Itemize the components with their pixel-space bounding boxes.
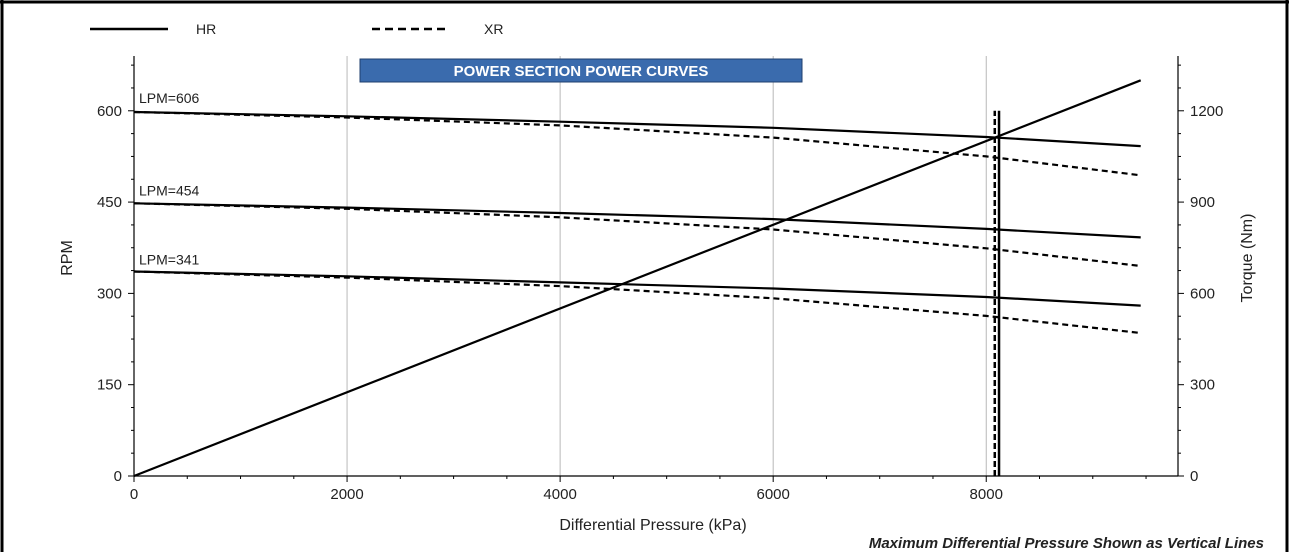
flow-label-1: LPM=454 <box>139 183 200 199</box>
legend-label-hr: HR <box>196 21 216 37</box>
y2-tick-label-0: 0 <box>1190 468 1198 485</box>
series-lpm-454-hr <box>133 202 1141 239</box>
y2-tick-label-2: 600 <box>1190 285 1215 302</box>
y2-tick-label-4: 1200 <box>1190 103 1223 120</box>
flow-label-2: LPM=341 <box>139 251 200 267</box>
x-tick-label-4: 8000 <box>970 486 1003 503</box>
y-tick-label-1: 150 <box>97 377 122 394</box>
y-tick-label-2: 300 <box>97 285 122 302</box>
y-axis-title-right: Torque (Nm) <box>1239 214 1256 303</box>
chart-title: POWER SECTION POWER CURVES <box>454 63 709 80</box>
series-lpm-341-hr <box>133 270 1141 307</box>
y2-tick-label-1: 300 <box>1190 377 1215 394</box>
axis-ticks: 0 2000 4000 6000 800001503004506000300600900… <box>97 64 1223 503</box>
x-tick-label-2: 4000 <box>543 486 576 503</box>
chart-title-banner <box>359 58 803 83</box>
series-lpm-454-xr <box>133 202 1141 268</box>
series-torque <box>133 79 1142 478</box>
y2-tick-label-3: 900 <box>1190 194 1215 211</box>
grid-lines <box>346 56 987 476</box>
y-tick-label-4: 600 <box>97 103 122 120</box>
y-axis-title-left: RPM <box>59 240 76 276</box>
x-tick-label-1: 2000 <box>330 486 363 503</box>
legend: HR XR <box>90 21 503 37</box>
footnote: Maximum Differential Pressure Shown as V… <box>869 535 1264 552</box>
flow-labels: LPM=606 LPM=454 LPM=341 <box>139 90 200 267</box>
series-lines <box>133 79 1142 478</box>
max-pressure-lines <box>993 110 1001 476</box>
series-lpm-606-hr <box>133 110 1141 148</box>
legend-label-xr: XR <box>484 21 503 37</box>
series-lpm-606-xr <box>133 110 1141 177</box>
series-lpm-341-xr <box>133 270 1141 335</box>
flow-label-0: LPM=606 <box>139 90 200 106</box>
y-tick-label-3: 450 <box>97 194 122 211</box>
x-tick-label-3: 6000 <box>756 486 789 503</box>
x-axis-title: Differential Pressure (kPa) <box>559 517 746 534</box>
y-tick-label-0: 0 <box>114 468 122 485</box>
x-tick-label-0: 0 <box>130 486 138 503</box>
